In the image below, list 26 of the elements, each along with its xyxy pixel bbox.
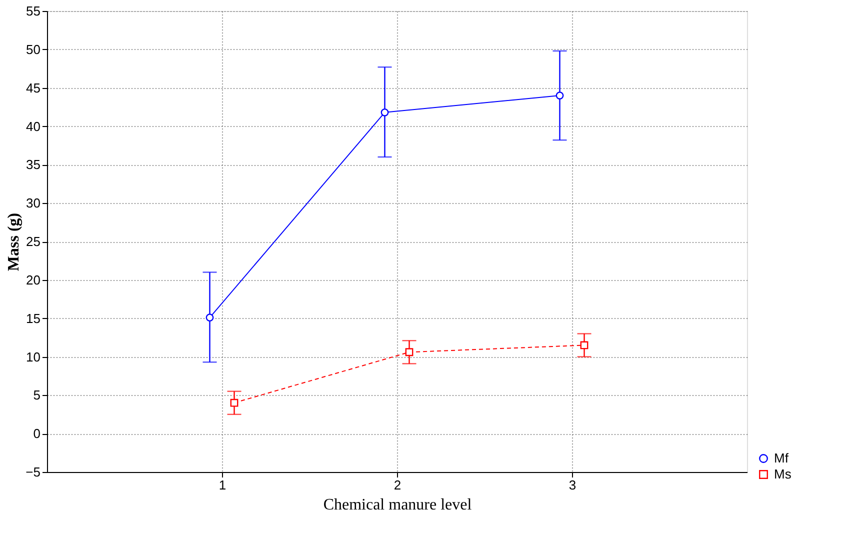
x-axis-title: Chemical manure level bbox=[323, 496, 472, 514]
y-tick-label: 0 bbox=[33, 426, 40, 442]
y-tick-label: 55 bbox=[26, 4, 40, 18]
legend-label: Ms bbox=[774, 466, 792, 482]
y-tick-label: 5 bbox=[33, 388, 40, 403]
x-tick-label: 2 bbox=[394, 478, 402, 492]
y-tick-label: 15 bbox=[26, 310, 40, 326]
legend-label: Mf bbox=[774, 450, 789, 466]
point bbox=[206, 314, 214, 322]
x-tick-label: 3 bbox=[568, 478, 576, 492]
point bbox=[405, 348, 414, 356]
point bbox=[380, 108, 389, 116]
point bbox=[580, 341, 588, 350]
y-tick-label: 20 bbox=[26, 272, 40, 288]
point bbox=[230, 398, 238, 407]
y-tick-label: 40 bbox=[26, 118, 40, 134]
y-axis-title: Mass (g) bbox=[6, 212, 23, 272]
y-tick-label: 10 bbox=[26, 349, 40, 364]
y-tick-label: 25 bbox=[26, 234, 40, 249]
y-tick-label: 30 bbox=[26, 196, 40, 211]
point bbox=[556, 92, 564, 100]
x-tick-label: 1 bbox=[218, 478, 226, 492]
y-tick-label: −5 bbox=[26, 464, 40, 480]
y-tick-label: 35 bbox=[26, 157, 40, 172]
y-tick-label: 45 bbox=[26, 80, 40, 96]
y-tick-label: 50 bbox=[26, 42, 40, 57]
